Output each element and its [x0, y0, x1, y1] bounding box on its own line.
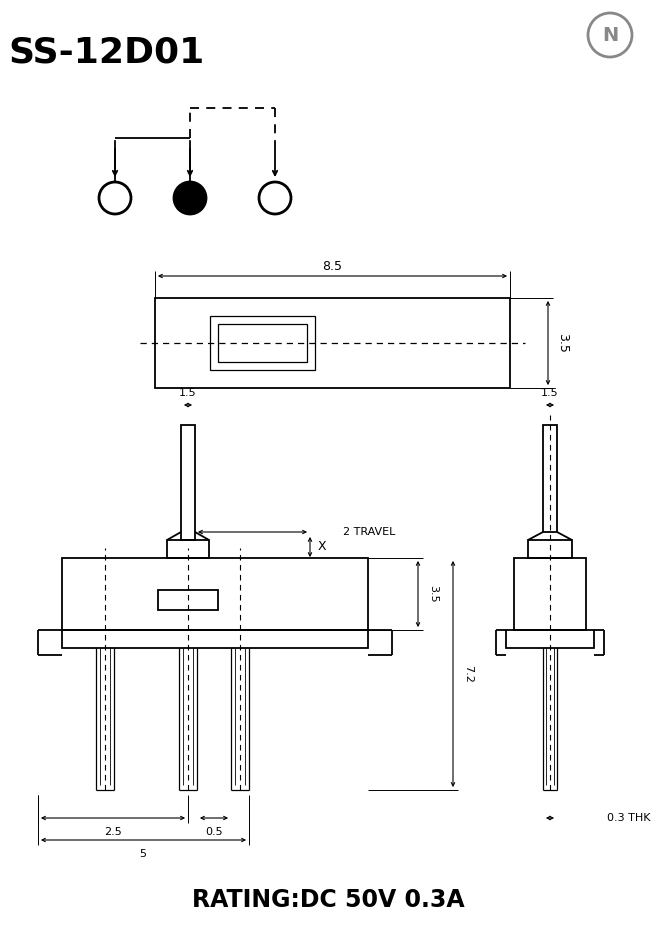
Text: X: X — [318, 540, 327, 553]
Bar — [528, 540, 572, 558]
Bar — [181, 425, 195, 540]
Bar — [155, 298, 510, 388]
Text: 1.5: 1.5 — [179, 388, 197, 398]
Text: 1.5: 1.5 — [541, 388, 559, 398]
Bar — [218, 324, 307, 362]
Text: 0.5: 0.5 — [205, 827, 223, 837]
Bar — [62, 558, 368, 630]
Bar — [62, 630, 368, 648]
Bar — [210, 316, 315, 370]
Bar — [158, 590, 218, 610]
Text: 3.5: 3.5 — [556, 333, 570, 353]
Circle shape — [174, 182, 206, 214]
Text: 2 TRAVEL: 2 TRAVEL — [343, 527, 396, 537]
Text: RATING:DC 50V 0.3A: RATING:DC 50V 0.3A — [192, 888, 464, 912]
Text: 8.5: 8.5 — [323, 260, 342, 273]
Bar — [514, 558, 586, 630]
Bar — [167, 540, 209, 558]
Text: 3.5: 3.5 — [428, 585, 438, 603]
Text: SS-12D01: SS-12D01 — [8, 35, 204, 69]
Text: 2.5: 2.5 — [104, 827, 122, 837]
Text: 7.2: 7.2 — [463, 665, 473, 683]
Bar — [543, 425, 557, 532]
Text: 0.3 THK: 0.3 THK — [607, 813, 650, 823]
Text: N: N — [602, 25, 618, 44]
Bar — [506, 630, 594, 648]
Text: 5: 5 — [139, 849, 147, 859]
